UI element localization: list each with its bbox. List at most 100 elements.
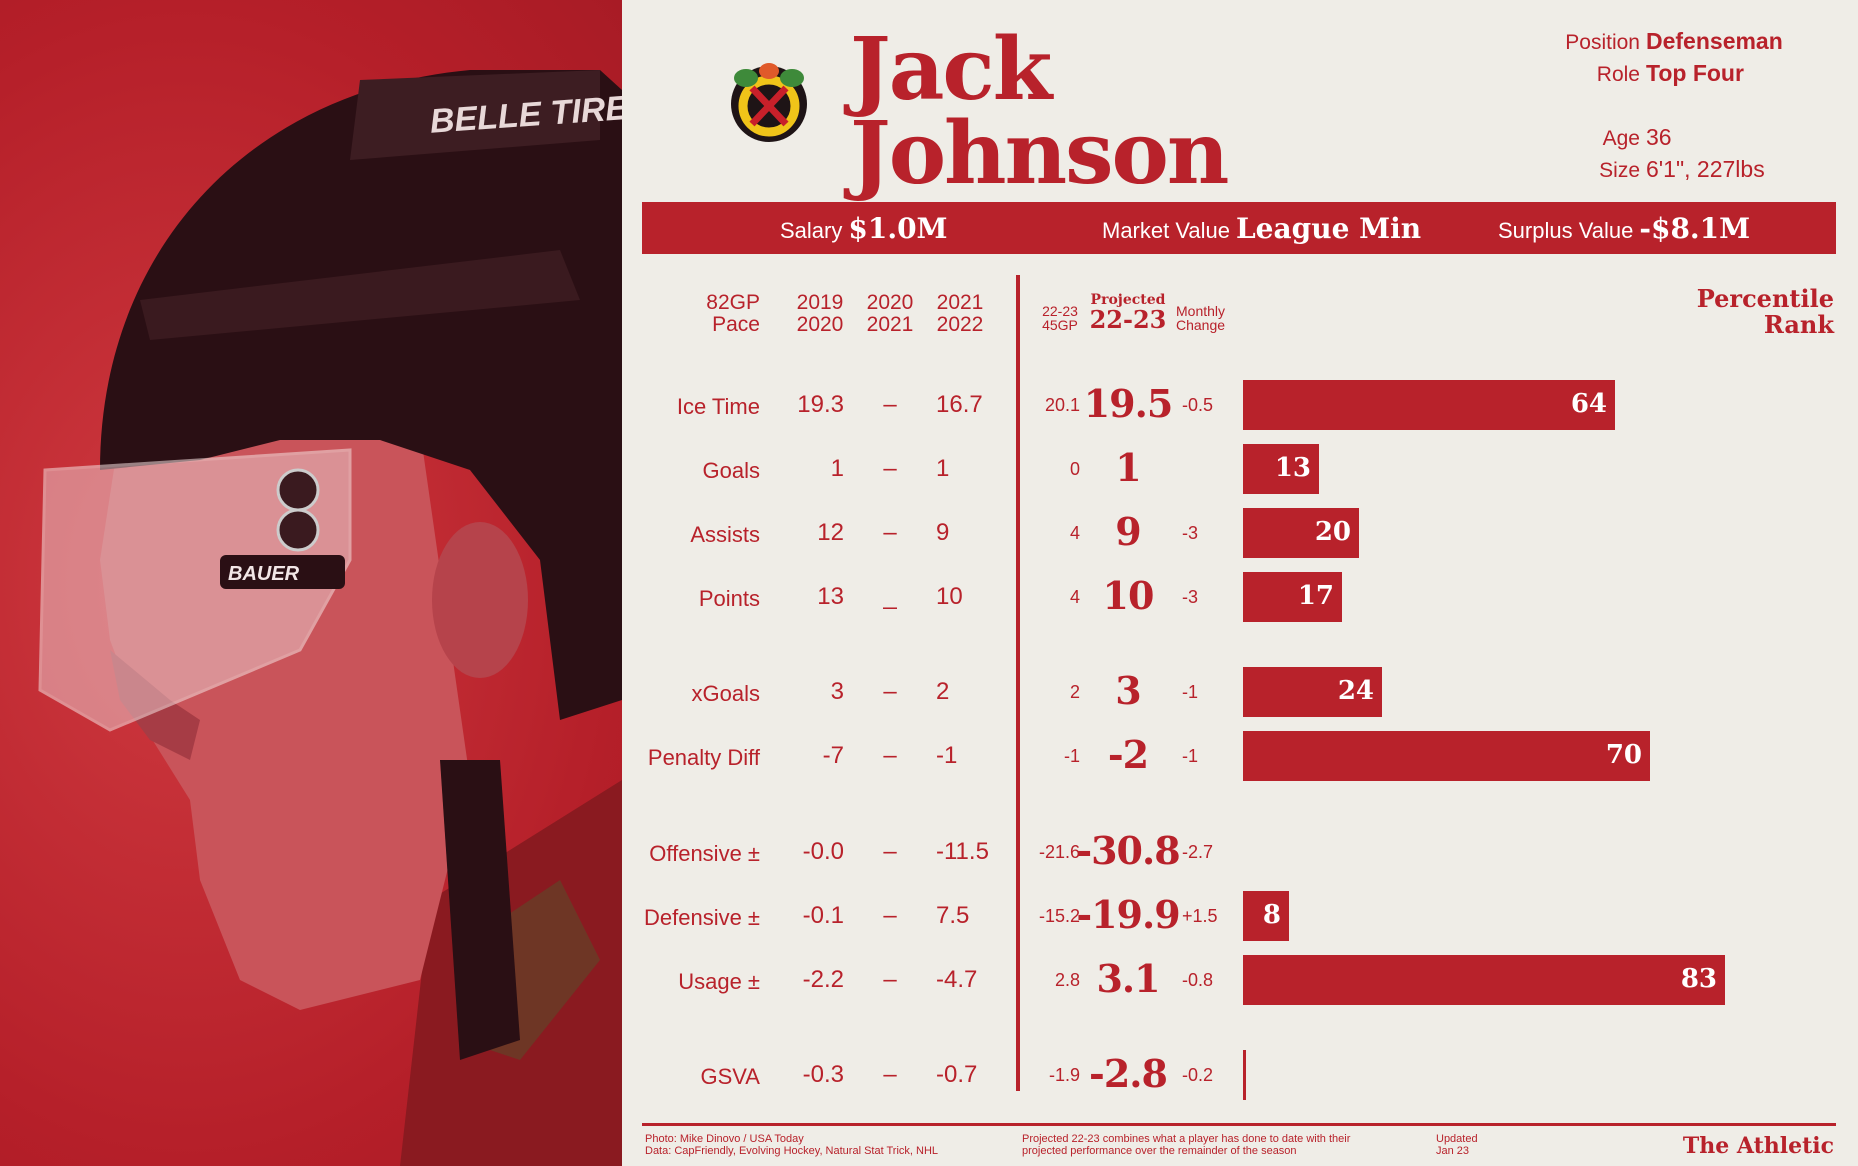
- header-cur-line1: 22-23: [1042, 303, 1078, 319]
- cell-2020-2021: –: [883, 742, 897, 769]
- visor-brand-text: BAUER: [228, 563, 300, 585]
- percentile-value: 8: [1262, 900, 1281, 930]
- row-label: GSVA: [700, 1064, 760, 1089]
- cell-2020-2021: –: [883, 455, 897, 482]
- cell-projected: 3.1: [1096, 956, 1160, 1001]
- player-name: Jack Johnson: [850, 27, 1229, 204]
- footer-note-line1: Projected 22-23 combines what a player h…: [1022, 1133, 1351, 1145]
- percentile-bar: 83: [1243, 955, 1725, 1005]
- cell-2021-2022: -11.5: [936, 838, 989, 865]
- cell-2021-2022: 9: [936, 519, 950, 546]
- updated-label: Updated: [1436, 1133, 1478, 1145]
- age-value: 36: [1646, 124, 1672, 150]
- footer-updated: Updated Jan 23: [1436, 1133, 1478, 1157]
- cell-monthly-change: -3: [1182, 587, 1199, 607]
- cell-current-45gp: 20.1: [1044, 395, 1080, 415]
- footer-divider: [642, 1123, 1836, 1126]
- role-info: Role Top Four: [1530, 60, 1744, 87]
- header-s2-line2: 2021: [866, 313, 914, 336]
- cell-2019-2020: 13: [817, 583, 844, 610]
- updated-date: Jan 23: [1436, 1145, 1470, 1157]
- cell-2020-2021: –: [883, 1061, 897, 1088]
- cell-monthly-change: +1.5: [1182, 906, 1218, 926]
- the-athletic-logo: The Athletic: [1682, 1133, 1834, 1159]
- cell-2019-2020: -2.2: [802, 966, 844, 993]
- cell-monthly-change: -3: [1182, 523, 1199, 543]
- cell-2021-2022: -1: [936, 742, 958, 769]
- data-credit: Data: CapFriendly, Evolving Hockey, Natu…: [645, 1145, 939, 1157]
- player-last-name: Johnson: [850, 103, 1229, 204]
- salary-label: Salary: [780, 218, 843, 243]
- cell-current-45gp: 4: [1069, 523, 1080, 543]
- surplus-value: -$8.1M: [1639, 212, 1751, 245]
- cell-2019-2020: 3: [830, 678, 844, 705]
- header-pace-line2: Pace: [712, 313, 760, 336]
- header-s1-line2: 2020: [796, 313, 844, 336]
- row-label: Points: [698, 586, 760, 611]
- header-proj-line2: 22-23: [1089, 305, 1167, 334]
- cell-projected: -2: [1107, 732, 1149, 777]
- blackhawks-logo-icon: [731, 63, 807, 142]
- row-label: Penalty Diff: [647, 745, 760, 770]
- cell-2020-2021: –: [883, 519, 897, 546]
- header-projected: Projected 22-23: [1088, 292, 1168, 332]
- percentile-bar: 17: [1243, 572, 1342, 622]
- position-value: Defenseman: [1646, 28, 1783, 54]
- header-s3-line1: 2021: [936, 291, 984, 314]
- cell-2019-2020: -0.0: [802, 838, 844, 865]
- header-s1-line1: 2019: [796, 291, 844, 314]
- cell-current-45gp: 0: [1069, 459, 1080, 479]
- row-label: Ice Time: [676, 394, 760, 419]
- header-cur-line2: 45GP: [1042, 317, 1078, 333]
- cell-current-45gp: -1: [1063, 746, 1080, 766]
- footer-credits: Photo: Mike Dinovo / USA Today Data: Cap…: [645, 1133, 938, 1157]
- salary-value: $1.0M: [848, 212, 948, 245]
- cell-2019-2020: -7: [822, 742, 844, 769]
- header-pct-line1: Percentile: [1696, 284, 1834, 313]
- percentile-bar: 70: [1243, 731, 1650, 781]
- cell-current-45gp: 2: [1069, 682, 1080, 702]
- header-season-2019: 2019 2020: [788, 292, 852, 336]
- percentile-value: 70: [1605, 740, 1642, 770]
- header-season-2021: 2021 2022: [928, 292, 992, 336]
- cell-monthly-change: -0.5: [1182, 395, 1214, 415]
- cell-current-45gp: -21.6: [1038, 842, 1080, 862]
- surplus-value-item: Surplus Value -$8.1M: [1498, 212, 1750, 245]
- percentile-bar: [1243, 1050, 1246, 1100]
- cell-monthly-change: -2.7: [1182, 842, 1214, 862]
- row-label: Defensive ±: [643, 905, 760, 930]
- cell-2021-2022: -4.7: [936, 966, 978, 993]
- role-value: Top Four: [1646, 60, 1744, 86]
- age-label: Age: [1602, 127, 1640, 150]
- cell-projected: -2.8: [1089, 1051, 1168, 1096]
- cell-2021-2022: 16.7: [936, 391, 983, 418]
- cell-2020-2021: –: [883, 678, 897, 705]
- photo-credit: Photo: Mike Dinovo / USA Today: [645, 1133, 804, 1145]
- contract-banner: Salary $1.0M Market Value League Min Surpl…: [642, 202, 1836, 254]
- size-label: Size: [1599, 159, 1640, 182]
- percentile-value: 17: [1297, 581, 1334, 611]
- footer-note-line2: projected performance over the remainder…: [1022, 1145, 1297, 1157]
- percentile-bar: 8: [1243, 891, 1289, 941]
- header-current: 22-23 45GP: [1034, 304, 1086, 332]
- cell-projected: 1: [1115, 445, 1141, 490]
- cell-monthly-change: -0.8: [1182, 970, 1214, 990]
- age-info: Age 36: [1530, 124, 1672, 151]
- cell-projected: 3: [1115, 668, 1141, 713]
- cell-monthly-change: -0.2: [1182, 1065, 1214, 1085]
- cell-2021-2022: 1: [936, 455, 950, 482]
- header-pace-line1: 82GP: [706, 291, 760, 314]
- position-label: Position: [1565, 31, 1640, 54]
- header-monthly-change: Monthly Change: [1176, 304, 1240, 332]
- footer-note: Projected 22-23 combines what a player h…: [1022, 1133, 1350, 1157]
- row-label: Usage ±: [678, 969, 760, 994]
- column-divider: [1016, 275, 1020, 1091]
- cell-2019-2020: 12: [817, 519, 844, 546]
- cell-2021-2022: -0.7: [936, 1061, 978, 1088]
- cell-2020-2021: –: [883, 902, 897, 929]
- surplus-value-label: Surplus Value: [1498, 218, 1634, 243]
- header-season-2020: 2020 2021: [858, 292, 922, 336]
- player-silhouette: BELLE TIRE BAUER: [38, 70, 622, 1166]
- cell-projected: 9: [1115, 509, 1141, 554]
- percentile-bar: 20: [1243, 508, 1359, 558]
